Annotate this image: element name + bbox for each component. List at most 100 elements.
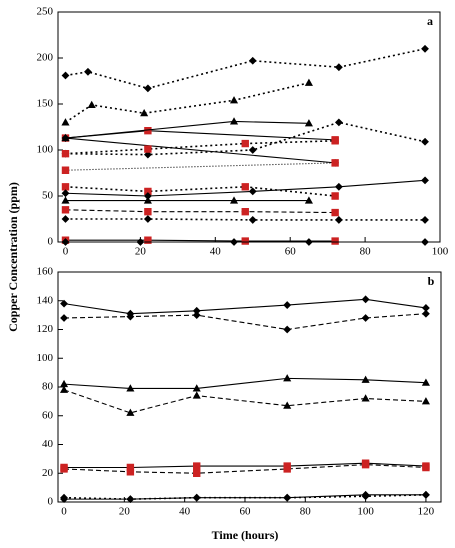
data-marker xyxy=(126,468,135,476)
data-marker xyxy=(331,137,339,145)
data-marker xyxy=(140,108,149,117)
data-marker xyxy=(61,166,70,174)
y-tick-label: 40 xyxy=(42,438,54,450)
y-tick-label: 150 xyxy=(37,98,54,110)
data-marker xyxy=(192,384,201,392)
series-line xyxy=(65,239,336,242)
data-marker xyxy=(361,490,370,499)
x-tick-label: 100 xyxy=(357,506,374,518)
data-marker xyxy=(304,119,313,127)
y-tick-label: 140 xyxy=(37,294,54,306)
data-marker xyxy=(136,238,145,246)
data-marker xyxy=(193,469,201,477)
series-line xyxy=(63,377,426,389)
data-marker xyxy=(283,465,291,473)
data-marker xyxy=(126,495,135,504)
data-marker xyxy=(144,145,152,153)
data-marker xyxy=(248,146,257,154)
data-marker xyxy=(331,237,339,245)
y-tick-label: 250 xyxy=(37,6,54,18)
data-marker xyxy=(229,117,239,125)
data-marker xyxy=(143,196,152,204)
data-marker xyxy=(61,183,70,191)
series-line xyxy=(65,137,336,164)
y-tick-label: 80 xyxy=(42,381,54,393)
data-marker xyxy=(421,137,429,146)
y-tick-label: 120 xyxy=(37,323,54,335)
data-marker xyxy=(192,391,201,399)
data-marker xyxy=(241,139,249,148)
x-tick-label: 20 xyxy=(135,246,147,258)
data-marker xyxy=(60,495,68,504)
x-tick-label: 100 xyxy=(432,246,449,258)
series-line xyxy=(64,464,426,474)
data-marker xyxy=(283,374,292,382)
data-marker xyxy=(193,462,201,470)
data-marker xyxy=(421,397,430,405)
data-marker xyxy=(421,44,429,53)
data-marker xyxy=(331,192,339,200)
data-marker xyxy=(61,238,70,246)
y-tick-label: 100 xyxy=(37,352,54,364)
series-line xyxy=(65,82,310,124)
series-line xyxy=(65,218,426,221)
data-marker xyxy=(61,196,70,204)
data-marker xyxy=(144,126,152,135)
data-marker xyxy=(241,237,249,245)
data-marker xyxy=(61,206,70,214)
data-marker xyxy=(229,196,239,204)
data-marker xyxy=(59,385,69,393)
data-marker xyxy=(241,207,249,216)
data-marker xyxy=(192,311,201,320)
data-marker xyxy=(144,187,152,196)
series-line xyxy=(64,494,426,500)
data-marker xyxy=(361,460,370,469)
series-line xyxy=(65,162,336,171)
data-marker xyxy=(422,463,430,472)
data-marker xyxy=(61,189,70,198)
x-tick-label: 60 xyxy=(285,246,297,258)
data-marker xyxy=(126,312,135,321)
y-tick-label: 20 xyxy=(42,467,54,479)
data-marker xyxy=(283,493,292,502)
data-marker xyxy=(331,159,339,167)
data-marker xyxy=(361,295,370,304)
x-tick-label: 120 xyxy=(418,506,435,518)
y-tick-label: 0 xyxy=(48,236,54,248)
data-marker xyxy=(421,378,430,386)
data-marker xyxy=(331,208,339,217)
x-axis-label: Time (hours) xyxy=(212,528,279,542)
series-line xyxy=(63,389,426,414)
x-tick-label: 40 xyxy=(210,246,222,258)
data-marker xyxy=(84,67,92,76)
data-marker xyxy=(61,71,70,80)
x-tick-label: 0 xyxy=(61,506,67,518)
y-tick-label: 200 xyxy=(37,52,54,64)
y-tick-label: 60 xyxy=(42,409,54,421)
data-marker xyxy=(421,238,429,246)
data-marker xyxy=(60,465,68,473)
data-marker xyxy=(61,215,70,223)
data-marker xyxy=(192,493,201,502)
data-marker xyxy=(334,118,343,127)
panel-label: b xyxy=(428,274,435,288)
data-marker xyxy=(422,490,430,499)
data-marker xyxy=(230,238,238,246)
data-marker xyxy=(143,215,152,223)
series-line xyxy=(65,130,336,141)
data-marker xyxy=(248,56,257,65)
x-tick-label: 40 xyxy=(179,506,191,518)
data-marker xyxy=(305,238,313,246)
data-marker xyxy=(60,299,68,308)
y-tick-label: 50 xyxy=(42,190,54,202)
series-line xyxy=(65,48,426,90)
data-marker xyxy=(144,207,152,216)
x-tick-label: 80 xyxy=(360,246,372,258)
data-marker xyxy=(241,183,249,191)
series-line xyxy=(65,121,426,156)
x-tick-label: 20 xyxy=(119,506,131,518)
series-line xyxy=(64,462,426,469)
data-marker xyxy=(421,176,429,185)
y-tick-label: 160 xyxy=(37,266,54,278)
plot-frame xyxy=(57,11,441,243)
